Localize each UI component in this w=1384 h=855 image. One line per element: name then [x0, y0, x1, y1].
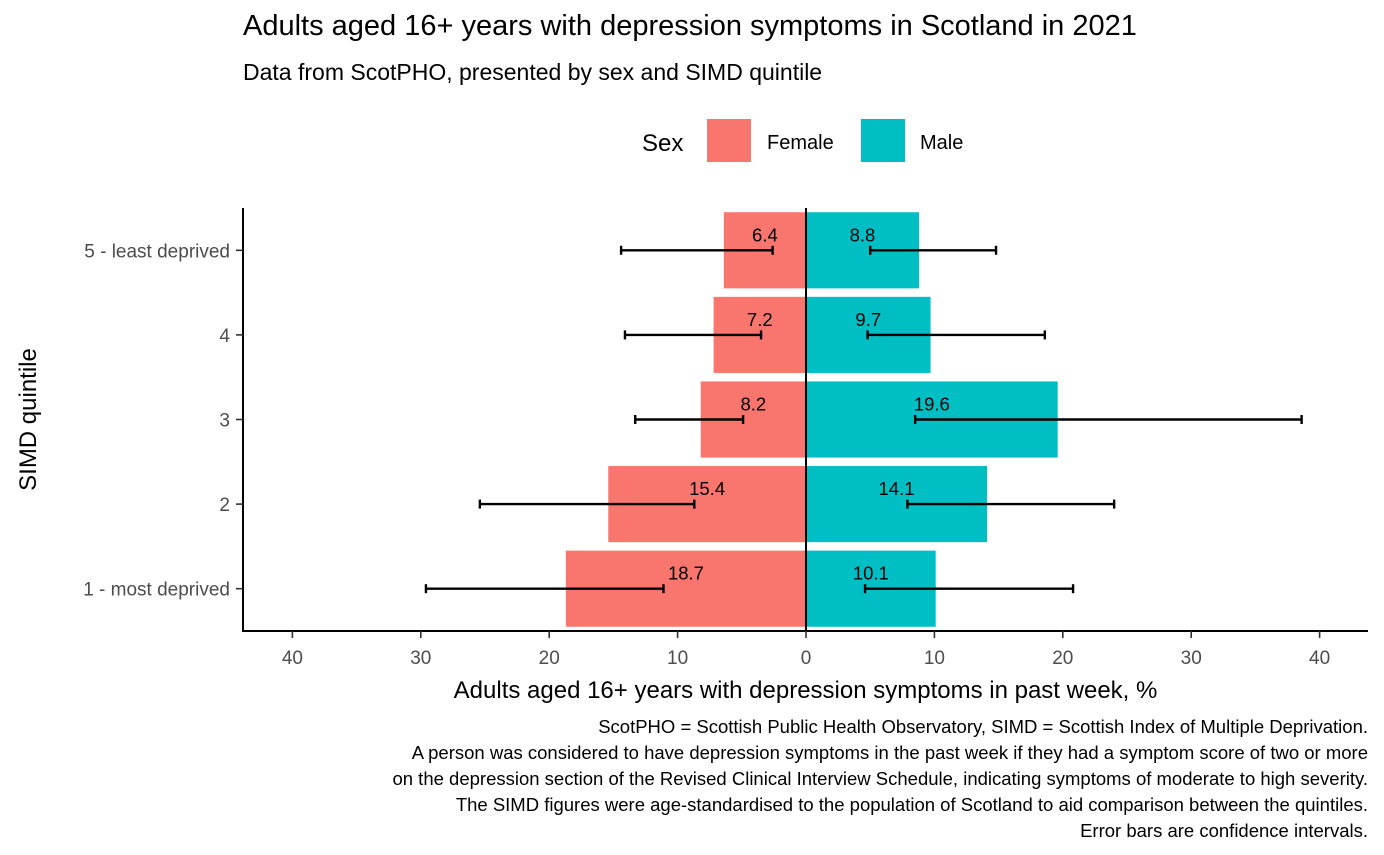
x-tick-label: 20	[1052, 648, 1073, 669]
x-axis-title: Adults aged 16+ years with depression sy…	[454, 677, 1158, 704]
value-label-female: 6.4	[752, 224, 778, 245]
value-label-male: 14.1	[879, 478, 915, 499]
x-tick-label: 10	[924, 648, 945, 669]
legend-label-male: Male	[920, 132, 963, 154]
value-label-male: 8.8	[850, 224, 876, 245]
depression-chart: 18.715.48.27.26.410.114.119.69.78.840 30 2…	[15, 119, 1368, 704]
x-tick-label: 40	[282, 648, 303, 669]
chart-caption: ScotPHO = Scottish Public Health Observa…	[392, 714, 1368, 844]
y-tick-label: 3	[219, 411, 230, 432]
x-tick-label: 40	[1309, 648, 1330, 669]
value-label-female: 7.2	[747, 309, 773, 330]
legend-label-female: Female	[767, 132, 834, 154]
chart-subtitle: Data from ScotPHO, presented by sex and …	[243, 59, 823, 85]
caption-line: The SIMD figures were age-standardised t…	[455, 794, 1368, 815]
y-tick-label: 1 - most deprived	[83, 580, 230, 601]
value-label-female: 8.2	[740, 394, 766, 415]
caption-line: ScotPHO = Scottish Public Health Observa…	[598, 716, 1368, 737]
value-label-female: 15.4	[689, 478, 725, 499]
y-tick-label: 2	[219, 495, 230, 516]
value-label-male: 10.1	[853, 563, 889, 584]
x-tick-label: 20	[539, 648, 560, 669]
x-tick-label: 10	[667, 648, 688, 669]
caption-line: A person was considered to have depressi…	[411, 742, 1368, 763]
value-label-female: 18.7	[668, 563, 704, 584]
x-tick-label: 0	[801, 648, 812, 669]
legend-key-male	[861, 119, 905, 162]
legend-key-female	[707, 119, 751, 162]
x-tick-label: 30	[410, 648, 431, 669]
value-label-male: 9.7	[855, 309, 881, 330]
y-tick-label: 5 - least deprived	[84, 241, 230, 262]
chart-title: Adults aged 16+ years with depression sy…	[243, 10, 1137, 42]
y-tick-label: 4	[219, 326, 230, 347]
value-label-male: 19.6	[914, 394, 950, 415]
x-tick-label: 30	[1181, 648, 1202, 669]
caption-line: Error bars are confidence intervals.	[1080, 820, 1368, 841]
legend-title: Sex	[642, 130, 683, 157]
y-axis-title: SIMD quintile	[15, 348, 42, 491]
caption-line: on the depression section of the Revised…	[392, 768, 1368, 789]
